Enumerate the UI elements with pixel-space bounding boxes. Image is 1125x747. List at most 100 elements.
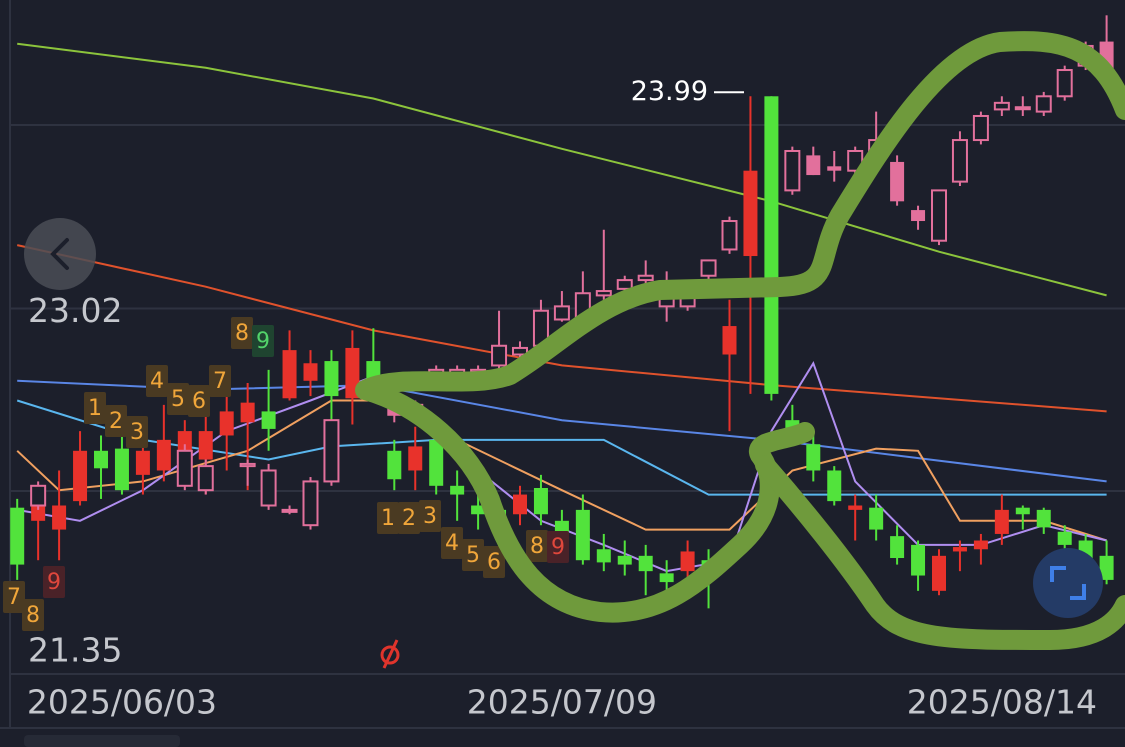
back-button-bg — [24, 218, 96, 290]
candle-body — [890, 161, 905, 202]
candle-body — [260, 469, 277, 507]
candle-body — [993, 101, 1010, 111]
candle-body — [533, 487, 548, 515]
hand-drawn-stroke — [355, 31, 1125, 623]
overlay — [24, 31, 1125, 669]
fullscreen-button-bg — [1033, 548, 1103, 618]
candle-body — [10, 507, 25, 565]
sequence-label: 2 — [402, 506, 416, 531]
candle-body — [197, 465, 214, 492]
candle-body — [806, 155, 821, 176]
candle-body — [282, 350, 297, 399]
candle-body — [450, 485, 465, 495]
candle-body — [637, 274, 654, 282]
candle-body — [31, 505, 46, 521]
candle-body — [596, 549, 611, 563]
candle-body — [784, 149, 801, 192]
candle-body — [952, 547, 967, 552]
candle-body — [994, 509, 1009, 534]
candle-body — [323, 419, 340, 483]
sequence-badge — [167, 383, 189, 415]
candle-body — [911, 544, 926, 576]
sequence-badge — [146, 365, 168, 397]
candle-body — [94, 450, 108, 469]
sequence-label: 1 — [381, 506, 395, 531]
fullscreen-button[interactable] — [1033, 548, 1103, 618]
candle-body — [176, 449, 193, 487]
candle-body — [324, 361, 339, 397]
candle-body — [1036, 509, 1051, 528]
candle-body — [617, 555, 632, 565]
candle-body — [722, 326, 737, 355]
candle-body — [239, 462, 256, 468]
high-marker-label: 23.99 — [631, 76, 708, 107]
sequence-badge — [377, 502, 399, 534]
candle-body — [827, 166, 842, 171]
candle-body — [1014, 106, 1031, 111]
candle-body — [1057, 531, 1072, 545]
event-icon-ring — [380, 645, 400, 665]
candle-body — [135, 450, 150, 475]
sequence-badge — [483, 546, 505, 578]
candle-body — [387, 450, 402, 480]
candle-body — [1015, 507, 1030, 515]
hand-drawn-stroke — [755, 455, 1125, 651]
candle-body — [616, 279, 633, 290]
candle-body — [345, 347, 360, 399]
candle-body — [408, 446, 423, 471]
sequence-label: 1 — [88, 396, 102, 421]
sequence-badge — [188, 385, 210, 417]
sequence-label: 3 — [130, 420, 144, 445]
sequence-label: 5 — [466, 543, 480, 568]
candle-body — [700, 259, 717, 277]
sequence-label: 5 — [171, 387, 185, 412]
candle-body — [281, 508, 298, 513]
sequence-label: 3 — [423, 504, 437, 529]
candle-body — [595, 290, 612, 297]
sequence-label: 8 — [235, 321, 249, 346]
sequence-badge — [231, 317, 253, 349]
sequence-label: 6 — [192, 389, 206, 414]
sequence-label: 4 — [445, 531, 459, 556]
sequence-label: 9 — [47, 570, 61, 595]
candle-body — [198, 431, 213, 460]
sequence-badge — [43, 566, 65, 598]
sequence-badge — [209, 365, 231, 397]
candle-body — [491, 344, 508, 367]
candle-body — [931, 189, 947, 242]
candle-body — [848, 505, 863, 510]
candle-body — [513, 494, 527, 515]
candle-body — [553, 305, 570, 321]
sequence-badge — [419, 500, 441, 532]
sequence-badge — [22, 599, 44, 631]
candle-body — [638, 555, 653, 572]
candle-body — [52, 505, 67, 530]
candle-body — [1035, 95, 1052, 113]
sequence-badge — [547, 531, 569, 563]
sequence-badge — [526, 530, 548, 562]
candle-body — [303, 363, 318, 381]
candle-body — [471, 505, 486, 515]
candle-body — [659, 573, 674, 583]
y-tick-label: 21.35 — [28, 631, 122, 670]
candle-body — [911, 210, 926, 222]
event-icon — [380, 639, 400, 669]
candle-body — [156, 439, 171, 471]
back-icon — [50, 238, 69, 270]
back-button[interactable] — [24, 218, 96, 290]
candle-body — [30, 484, 47, 507]
sequence-label: 9 — [551, 535, 565, 560]
candle-body — [951, 139, 968, 183]
moving-average-line — [16, 244, 1107, 413]
sequence-badge — [3, 581, 25, 613]
candle-body — [219, 411, 234, 436]
candle-body — [806, 444, 821, 471]
sequence-label: 7 — [7, 585, 21, 610]
fullscreen-icon — [1050, 566, 1086, 600]
sequence-label: 7 — [213, 369, 227, 394]
candle-body — [1056, 69, 1073, 98]
sequence-badge — [252, 325, 274, 357]
candle-body — [743, 170, 758, 257]
x-tick-label: 2025/06/03 — [27, 683, 217, 722]
